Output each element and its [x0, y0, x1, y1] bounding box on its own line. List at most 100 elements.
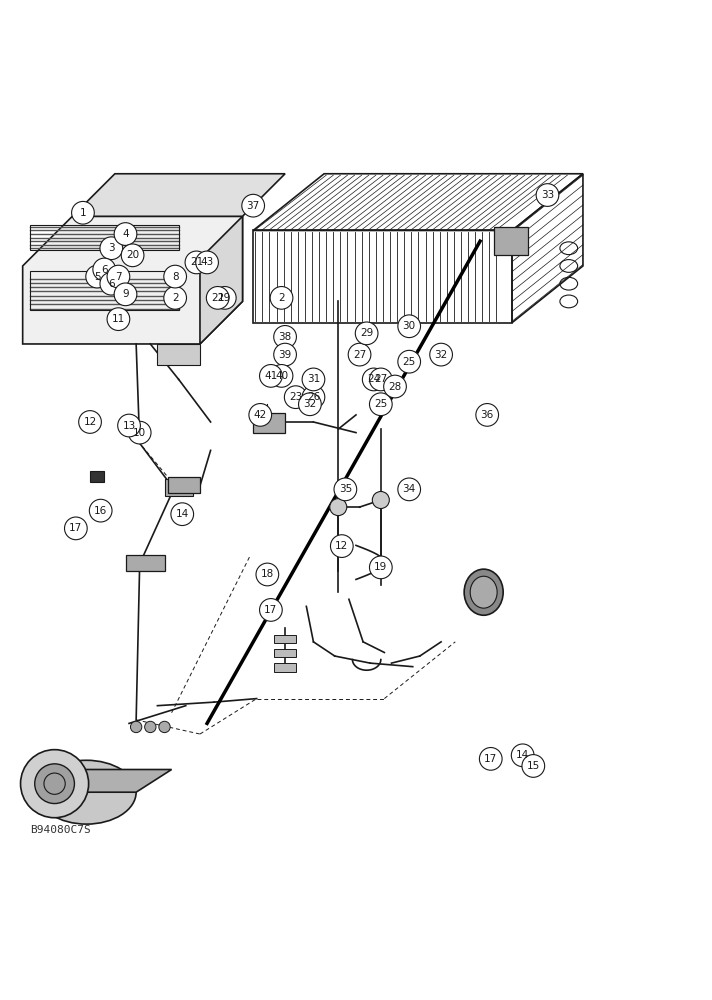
Ellipse shape [470, 576, 497, 608]
Circle shape [372, 491, 389, 509]
Circle shape [511, 744, 534, 767]
Circle shape [159, 721, 170, 733]
Circle shape [79, 411, 101, 433]
Circle shape [164, 265, 187, 288]
Circle shape [117, 414, 140, 437]
Circle shape [302, 368, 325, 391]
Text: B94080C7S: B94080C7S [30, 825, 90, 835]
Circle shape [93, 258, 115, 281]
Text: 15: 15 [527, 761, 540, 771]
Circle shape [145, 721, 156, 733]
Circle shape [334, 478, 357, 501]
Polygon shape [23, 216, 243, 344]
Text: 26: 26 [307, 392, 320, 402]
Circle shape [171, 503, 194, 526]
Circle shape [21, 750, 88, 818]
Text: 37: 37 [246, 201, 260, 211]
Circle shape [398, 315, 421, 338]
Text: 10: 10 [133, 428, 146, 438]
Circle shape [284, 386, 307, 409]
Circle shape [270, 365, 293, 387]
Text: 30: 30 [402, 321, 416, 331]
Text: 2: 2 [278, 293, 285, 303]
Text: 42: 42 [253, 410, 267, 420]
Circle shape [242, 194, 265, 217]
Text: 7: 7 [115, 272, 122, 282]
Text: 22: 22 [211, 293, 224, 303]
FancyBboxPatch shape [494, 227, 528, 255]
Circle shape [72, 201, 94, 224]
Circle shape [522, 755, 545, 777]
Circle shape [164, 287, 187, 309]
Circle shape [35, 764, 75, 804]
Text: 40: 40 [275, 371, 288, 381]
Circle shape [330, 499, 347, 516]
Text: 19: 19 [375, 562, 387, 572]
Text: 32: 32 [434, 350, 448, 360]
Ellipse shape [37, 760, 136, 824]
Circle shape [260, 365, 282, 387]
Circle shape [114, 283, 137, 306]
Circle shape [85, 265, 108, 288]
Circle shape [476, 404, 498, 426]
Circle shape [270, 287, 293, 309]
FancyBboxPatch shape [90, 471, 104, 482]
Circle shape [128, 421, 151, 444]
Circle shape [273, 343, 296, 366]
Text: 6: 6 [108, 279, 115, 289]
Circle shape [479, 748, 502, 770]
Ellipse shape [464, 569, 503, 615]
Circle shape [398, 350, 421, 373]
Circle shape [273, 326, 296, 348]
Circle shape [430, 343, 452, 366]
Text: 6: 6 [101, 265, 108, 275]
Text: 41: 41 [264, 371, 278, 381]
Text: 28: 28 [388, 382, 402, 392]
Text: 12: 12 [83, 417, 97, 427]
Text: 32: 32 [303, 399, 317, 409]
Text: 27: 27 [353, 350, 366, 360]
Text: 43: 43 [201, 257, 214, 267]
Text: 4: 4 [122, 229, 129, 239]
Circle shape [100, 237, 122, 260]
Polygon shape [157, 344, 200, 365]
Text: 5: 5 [94, 272, 100, 282]
Circle shape [370, 368, 392, 391]
Polygon shape [200, 216, 243, 344]
Circle shape [370, 393, 392, 416]
Circle shape [107, 265, 130, 288]
Circle shape [370, 556, 392, 579]
Polygon shape [73, 174, 285, 216]
Text: 13: 13 [122, 421, 136, 431]
Text: 12: 12 [335, 541, 348, 551]
Circle shape [100, 272, 122, 295]
Polygon shape [37, 770, 172, 792]
Circle shape [107, 308, 130, 330]
Circle shape [362, 368, 385, 391]
Text: 11: 11 [112, 314, 125, 324]
Circle shape [256, 563, 278, 586]
Text: 14: 14 [176, 509, 189, 519]
Text: 3: 3 [108, 243, 115, 253]
Circle shape [298, 393, 321, 416]
Circle shape [121, 244, 144, 267]
FancyBboxPatch shape [253, 413, 285, 433]
Circle shape [302, 386, 325, 409]
Circle shape [384, 375, 407, 398]
Text: 14: 14 [516, 750, 529, 760]
Text: 9: 9 [122, 289, 129, 299]
Circle shape [249, 404, 271, 426]
Text: 39: 39 [278, 350, 292, 360]
Circle shape [536, 184, 559, 206]
Text: 33: 33 [541, 190, 554, 200]
Text: 35: 35 [339, 484, 352, 494]
Text: 17: 17 [69, 523, 83, 533]
Circle shape [185, 251, 208, 274]
Text: 17: 17 [484, 754, 498, 764]
Text: 38: 38 [278, 332, 292, 342]
Circle shape [206, 287, 229, 309]
FancyBboxPatch shape [274, 635, 295, 643]
Text: 2: 2 [172, 293, 179, 303]
Text: 19: 19 [218, 293, 231, 303]
Circle shape [89, 499, 112, 522]
